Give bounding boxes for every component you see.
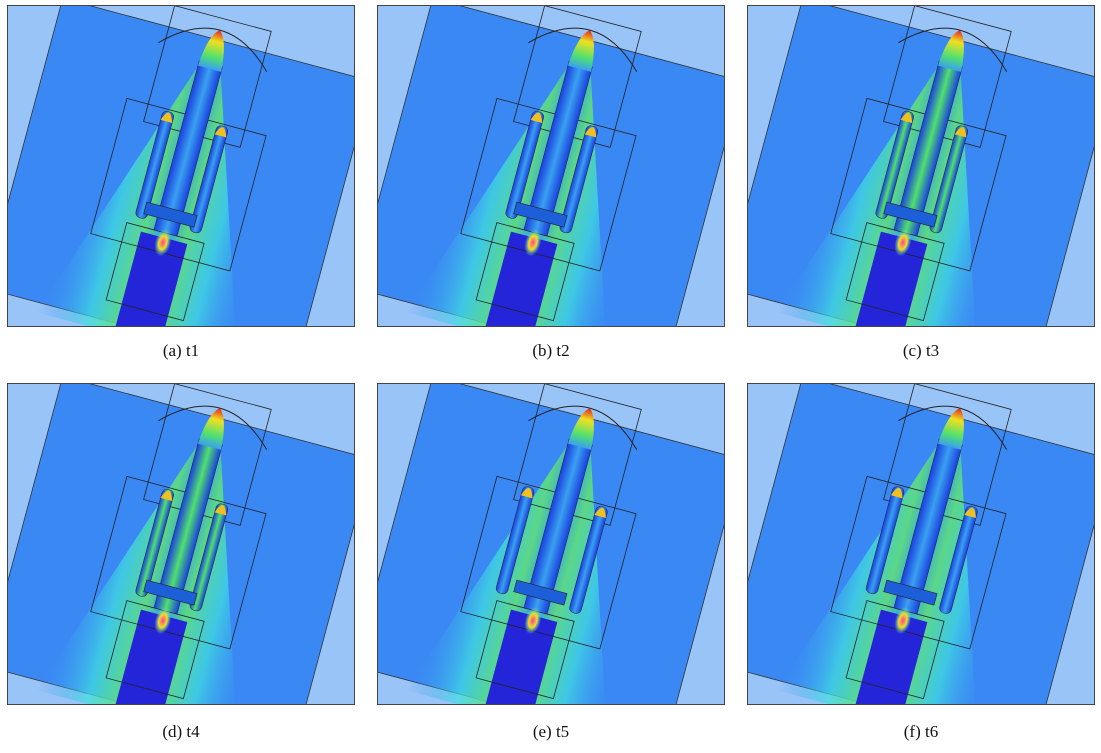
caption: (f) t6 <box>903 722 939 741</box>
booster-tip-left <box>900 112 913 123</box>
hot-spot <box>894 606 912 635</box>
dome <box>898 27 1008 72</box>
simulation-image <box>377 5 725 327</box>
simulation-image <box>377 383 725 705</box>
booster-left <box>135 111 174 219</box>
booster-right <box>569 506 608 614</box>
booster-right <box>939 506 978 614</box>
booster-right <box>559 125 598 234</box>
nose <box>567 30 594 72</box>
booster-right <box>929 125 968 234</box>
rocket-scene <box>747 5 1095 327</box>
rocket-scene <box>7 383 355 705</box>
frame <box>377 383 725 705</box>
frame <box>747 383 1095 705</box>
caption: (a) t1 <box>162 341 200 360</box>
frame <box>7 5 355 327</box>
wake <box>852 609 928 705</box>
booster-tip-right <box>954 127 967 138</box>
hot-spot <box>524 606 542 635</box>
simulation-image <box>7 5 355 327</box>
nose <box>197 408 224 450</box>
booster-left <box>865 486 905 595</box>
booster-tip-left <box>160 112 173 123</box>
frame <box>377 5 725 327</box>
wake <box>482 609 558 705</box>
hot-spot <box>524 228 542 257</box>
booster-right <box>189 503 228 612</box>
frame <box>7 383 355 705</box>
booster-tip-right <box>214 505 227 516</box>
booster-tip-left <box>160 490 173 501</box>
nose <box>197 30 224 72</box>
rocket-scene <box>377 383 725 705</box>
wake <box>852 231 928 327</box>
engine-bay <box>513 201 568 228</box>
booster-tip-left <box>530 112 543 123</box>
booster-tip-right <box>594 507 606 519</box>
rocket-scene <box>377 5 725 327</box>
dome <box>528 405 638 450</box>
booster-left <box>495 486 535 595</box>
dome <box>528 27 638 72</box>
booster-tip-right <box>964 507 976 519</box>
booster-left <box>875 111 914 219</box>
booster-tip-left <box>520 488 533 499</box>
caption: (c) t3 <box>902 341 940 360</box>
booster-tip-left <box>890 488 903 499</box>
wake <box>112 231 188 327</box>
nose <box>937 30 964 72</box>
rocket-scene <box>747 383 1095 705</box>
simulation-image <box>747 383 1095 705</box>
booster-right <box>189 125 228 234</box>
caption: (d) t4 <box>162 722 200 741</box>
wake <box>112 609 188 705</box>
caption: (e) t5 <box>532 722 570 741</box>
engine-bay <box>883 201 938 228</box>
booster-left <box>505 111 544 219</box>
simulation-image <box>747 5 1095 327</box>
hot-spot <box>154 228 172 257</box>
booster-left <box>135 489 174 597</box>
booster-tip-right <box>214 127 227 138</box>
engine-bay <box>883 579 938 606</box>
engine-bay <box>143 201 198 228</box>
engine-bay <box>143 579 198 606</box>
wake <box>482 231 558 327</box>
dome <box>158 405 268 450</box>
dome <box>158 27 268 72</box>
rocket-scene <box>7 5 355 327</box>
simulation-image <box>7 383 355 705</box>
frame <box>747 5 1095 327</box>
caption: (b) t2 <box>532 341 570 360</box>
nose <box>937 408 964 450</box>
booster-tip-right <box>584 127 597 138</box>
hot-spot <box>894 228 912 257</box>
engine-bay <box>513 579 568 606</box>
nose <box>567 408 594 450</box>
hot-spot <box>154 606 172 635</box>
dome <box>898 405 1008 450</box>
